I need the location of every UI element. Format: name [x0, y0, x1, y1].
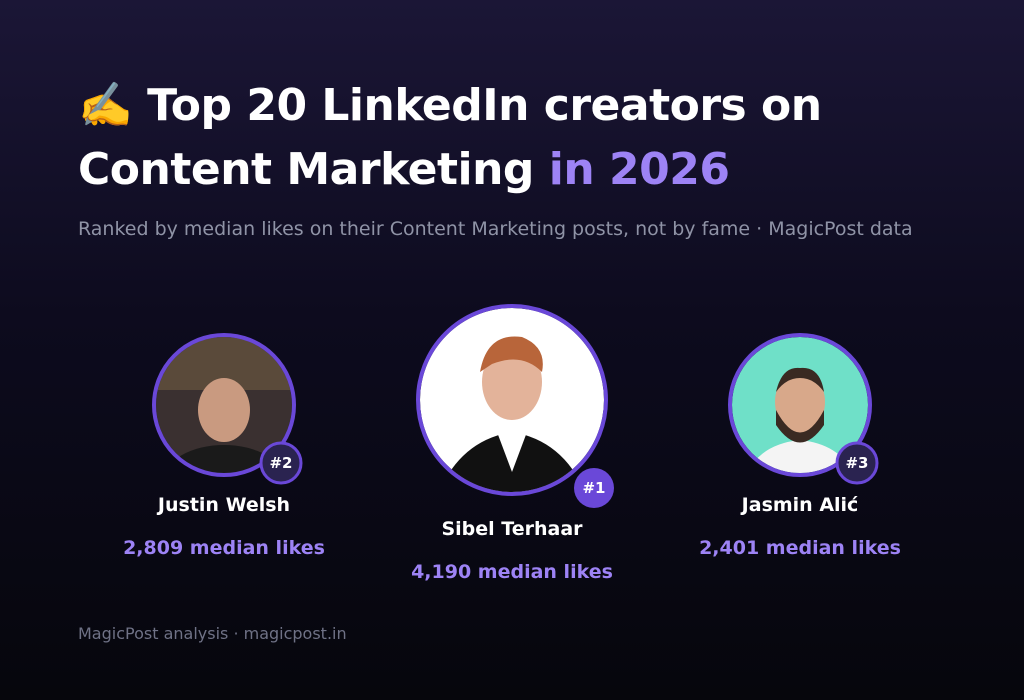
subtitle: Ranked by median likes on their Content … — [78, 218, 913, 240]
rank-badge: #3 — [845, 454, 868, 472]
footer: MagicPost analysis · magicpost.in — [78, 624, 347, 643]
avatar: #3 — [728, 333, 879, 485]
rank-badge: #2 — [269, 454, 292, 472]
creator-likes: 2,809 median likes — [123, 537, 325, 559]
title: ✍️ Top 20 LinkedIn creators on Content M… — [78, 74, 978, 202]
title-highlight: in 2026 — [548, 144, 730, 195]
title-text: Top 20 LinkedIn creators on Content Mark… — [78, 80, 822, 195]
creator-name: Justin Welsh — [157, 494, 291, 516]
avatar: #1 — [416, 304, 614, 508]
avatar: #2 — [152, 333, 303, 485]
creator-likes: 4,190 median likes — [411, 561, 613, 583]
creator-name: Jasmin Alić — [741, 494, 859, 516]
title-emoji: ✍️ — [78, 80, 133, 131]
creator-likes: 2,401 median likes — [699, 537, 901, 559]
creator-name: Sibel Terhaar — [441, 518, 583, 540]
rank-badge: #1 — [582, 479, 605, 497]
